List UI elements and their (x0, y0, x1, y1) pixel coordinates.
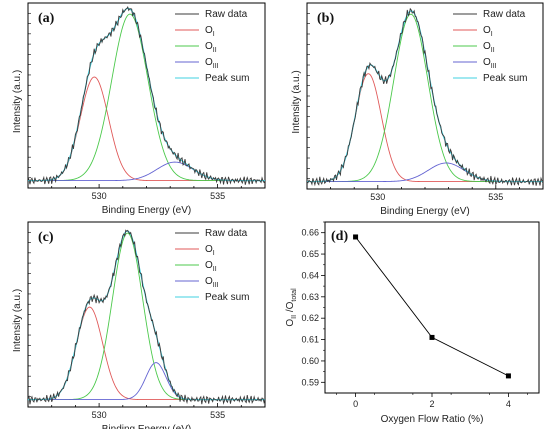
y-axis-title-part: O (285, 319, 296, 327)
plot-frame (27, 2, 266, 189)
panel-label: (b) (317, 11, 334, 26)
legend-subscript: II (213, 266, 217, 273)
legend-entry-o2: OII (205, 260, 217, 273)
x-tick-label: 530 (92, 410, 107, 420)
y-tick-label: 0.60 (301, 356, 319, 366)
x-tick-label: 535 (488, 192, 503, 202)
legend-label: O (205, 57, 213, 68)
legend-label: O (483, 25, 491, 36)
x-tick-label: 0 (353, 399, 358, 409)
plot-frame (324, 221, 540, 394)
legend-subscript: II (491, 47, 495, 54)
series-raw-data-line (28, 229, 265, 405)
y-axis-title: OII /Ototal (285, 288, 298, 327)
legend-subscript: III (491, 63, 497, 70)
ratio-line (355, 236, 509, 377)
y-axis-title: Intensity (a.u.) (12, 70, 23, 133)
x-axis-title: Binding Energy (eV) (102, 205, 192, 216)
plot-frame (306, 2, 544, 190)
legend-label: Peak sum (205, 292, 249, 303)
y-tick-label: 0.59 (301, 377, 319, 387)
legend-entry-o2: OII (483, 41, 495, 54)
panel-label: (a) (38, 11, 55, 26)
data-point (505, 373, 511, 379)
series-peak-sum-line (28, 230, 265, 401)
legend-label: O (205, 41, 213, 52)
xps-panel-1: 530 535 Binding Energy (eV) Intensity (a.u.… (291, 2, 544, 217)
x-tick-label: 535 (210, 191, 225, 201)
legend-label: Peak sum (205, 73, 249, 84)
y-tick-label: 0.66 (301, 228, 319, 238)
legend-entry-raw: Raw data (205, 228, 248, 239)
legend-subscript: III (213, 282, 219, 289)
y-axis-title-part: /O (285, 301, 296, 315)
legend-subscript: I (213, 250, 215, 257)
ratio-panel: 0 2 4 0.59 0.60 0.61 0.62 0.63 0.64 0.65 0.66 Oxyge… (285, 221, 540, 425)
y-axis-title: Intensity (a.u.) (291, 70, 302, 133)
legend-subscript: I (491, 31, 493, 38)
legend-label: Raw data (205, 228, 248, 239)
y-axis-title: Intensity (a.u.) (12, 289, 23, 352)
series-o3-line (28, 362, 265, 401)
xps-panel-0: 530 535 Binding Energy (eV) Intensity (a.u.… (12, 2, 266, 216)
legend-entry-raw: Raw data (205, 9, 248, 20)
legend-label: O (205, 276, 213, 287)
legend-entry-sum: Peak sum (483, 73, 527, 84)
plot-frame (27, 221, 266, 408)
series-o1-line (28, 76, 265, 182)
y-tick-label: 0.62 (301, 313, 319, 323)
y-axis-title-part: total (291, 288, 298, 302)
legend-label: Raw data (483, 9, 526, 20)
data-point (353, 234, 359, 240)
xps-panel-2: 530 535 Binding Energy (eV) Intensity (a.u.… (12, 221, 266, 429)
legend-label: O (205, 244, 213, 255)
y-axis-title-part: II (291, 315, 298, 319)
legend-entry-o1: OI (205, 244, 215, 257)
legend-subscript: I (213, 31, 215, 38)
y-tick-label: 0.65 (301, 249, 319, 259)
series-o2-line (28, 232, 265, 401)
legend-entry-o2: OII (205, 41, 217, 54)
legend-entry-o3: OIII (205, 276, 219, 289)
x-tick-label: 530 (92, 191, 107, 201)
legend-label: O (483, 41, 491, 52)
legend-entry-o1: OI (205, 25, 215, 38)
panel-label: (d) (331, 229, 348, 244)
x-tick-label: 2 (429, 399, 434, 409)
legend-entry-o3: OIII (483, 57, 497, 70)
legend-label: Raw data (205, 9, 248, 20)
series-o2-line (28, 13, 265, 182)
y-tick-label: 0.61 (301, 335, 319, 345)
y-tick-label: 0.63 (301, 292, 319, 302)
legend-entry-sum: Peak sum (205, 73, 249, 84)
series-peak-sum-line (307, 10, 543, 183)
x-axis-title: Binding Energy (eV) (380, 206, 470, 217)
series-raw-data-line (307, 7, 543, 187)
legend-entry-raw: Raw data (483, 9, 526, 20)
series-peak-sum-line (28, 7, 265, 182)
x-tick-label: 4 (506, 399, 511, 409)
legend-subscript: III (213, 63, 219, 70)
legend-label: O (205, 25, 213, 36)
legend-label: O (483, 57, 491, 68)
x-tick-label: 530 (370, 192, 385, 202)
x-axis-title: Oxygen Flow Ratio (%) (381, 414, 484, 425)
legend-subscript: II (213, 47, 217, 54)
y-tick-label: 0.64 (301, 270, 319, 280)
x-axis-title: Binding Energy (eV) (102, 424, 192, 429)
series-raw-data-line (28, 5, 265, 185)
series-o2-line (307, 13, 543, 183)
legend-entry-o1: OI (483, 25, 493, 38)
legend-entry-o3: OIII (205, 57, 219, 70)
panel-label: (c) (38, 230, 54, 245)
legend-entry-sum: Peak sum (205, 292, 249, 303)
x-tick-label: 535 (210, 410, 225, 420)
legend-label: Peak sum (483, 73, 527, 84)
legend-label: O (205, 260, 213, 271)
data-point (429, 334, 435, 340)
